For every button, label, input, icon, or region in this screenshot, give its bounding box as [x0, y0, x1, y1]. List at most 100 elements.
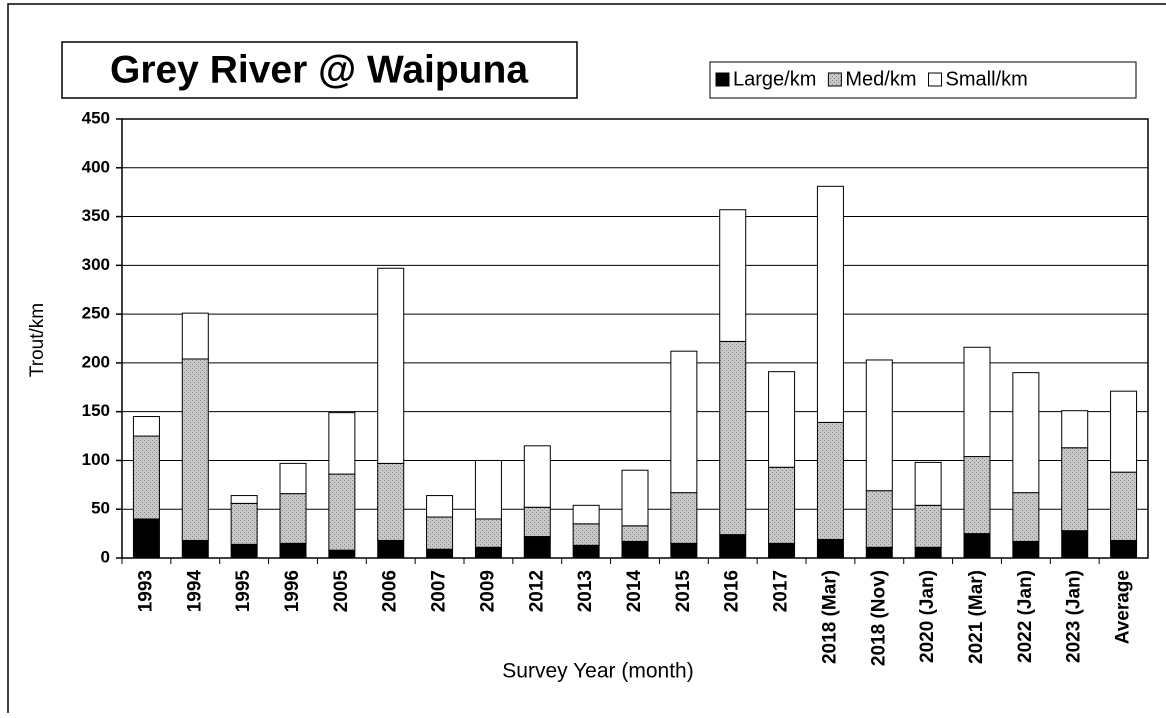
- x-tick-label: 2018 (Nov): [868, 570, 889, 666]
- y-tick-label: 450: [82, 108, 110, 127]
- y-tick-label: 250: [82, 304, 110, 323]
- bar-segment: [426, 548, 454, 559]
- x-tick-label: 2006: [380, 570, 401, 612]
- bar-segment: [279, 542, 307, 559]
- legend: [709, 61, 1137, 99]
- x-tick-label: 2023 (Jan): [1064, 570, 1085, 663]
- bar-segment: [768, 466, 796, 544]
- legend-label: Large/km: [733, 68, 816, 90]
- bar-segment: [914, 504, 942, 548]
- bar-segment: [572, 544, 600, 559]
- bar-segment: [523, 536, 551, 559]
- bar-segment: [963, 533, 991, 559]
- bar-segment: [1110, 390, 1138, 473]
- x-tick-label: 2013: [575, 570, 596, 612]
- y-tick-label: 100: [82, 450, 110, 469]
- bar-segment: [328, 549, 356, 559]
- y-tick-label: 200: [82, 352, 110, 371]
- x-tick-label: 1995: [233, 570, 254, 613]
- x-tick-label: 2021 (Mar): [966, 570, 987, 664]
- legend-swatch: [827, 72, 842, 87]
- bar-segment: [719, 209, 747, 342]
- bar-segment: [181, 312, 209, 360]
- bar-segment: [230, 502, 258, 545]
- bar-segment: [230, 495, 258, 504]
- x-tick-label: 1994: [184, 570, 205, 613]
- bar-segment: [279, 462, 307, 495]
- bar-segment: [474, 546, 502, 559]
- bar-segment: [426, 495, 454, 518]
- bar-segment: [132, 435, 160, 520]
- y-tick-label: 300: [82, 255, 110, 274]
- bar-segment: [523, 506, 551, 538]
- x-tick-label: 2020 (Jan): [917, 570, 938, 663]
- y-axis-label: Trout/km: [27, 303, 48, 377]
- bar-segment: [426, 516, 454, 550]
- bar-segment: [719, 534, 747, 559]
- bar-segment: [914, 461, 942, 506]
- bar-segment: [670, 350, 698, 494]
- bar-segment: [865, 546, 893, 559]
- x-axis-label: Survey Year (month): [502, 660, 693, 683]
- x-tick-label: 2015: [673, 570, 694, 613]
- legend-label: Small/km: [946, 68, 1028, 90]
- bar-segment: [670, 542, 698, 559]
- title-box: [61, 41, 578, 99]
- bar-segment: [328, 473, 356, 551]
- bar-segment: [621, 525, 649, 542]
- bar-segment: [328, 412, 356, 475]
- bar-segment: [1012, 372, 1040, 494]
- bar-segment: [816, 421, 844, 540]
- x-tick-label: 2007: [429, 570, 450, 612]
- bar-segment: [181, 358, 209, 541]
- y-tick-label: 350: [82, 206, 110, 225]
- bar-segment: [279, 493, 307, 544]
- x-tick-label: 1993: [135, 570, 156, 612]
- x-tick-label: 2005: [331, 570, 352, 613]
- bar-segment: [377, 539, 405, 559]
- y-tick-label: 400: [82, 157, 110, 176]
- bar-segment: [1110, 471, 1138, 541]
- y-tick-label: 0: [101, 547, 110, 566]
- y-tick-label: 50: [91, 499, 110, 518]
- bar-segment: [1012, 492, 1040, 542]
- bar-segment: [132, 518, 160, 559]
- y-tick-label: 150: [82, 401, 110, 420]
- bar-segment: [1061, 447, 1089, 532]
- bar-segment: [963, 346, 991, 458]
- bar-segment: [230, 543, 258, 559]
- legend-swatch: [715, 72, 730, 87]
- bar-segment: [768, 542, 796, 559]
- x-tick-label: 1996: [282, 570, 303, 612]
- bar-segment: [914, 546, 942, 559]
- bar-segment: [572, 523, 600, 546]
- bar-segment: [523, 445, 551, 508]
- bar-segment: [963, 456, 991, 535]
- x-tick-label: 2016: [722, 570, 743, 612]
- x-tick-label: 2009: [477, 570, 498, 612]
- bar-segment: [1061, 410, 1089, 449]
- bar-segment: [816, 538, 844, 559]
- bar-segment: [719, 340, 747, 536]
- bar-segment: [377, 462, 405, 541]
- bar-segment: [1110, 539, 1138, 559]
- bar-segment: [181, 539, 209, 559]
- bar-segment: [768, 371, 796, 468]
- bar-segment: [474, 459, 502, 520]
- bar-segment: [474, 518, 502, 548]
- bar-segment: [865, 359, 893, 492]
- legend-label: Med/km: [845, 68, 916, 90]
- bar-segment: [1012, 540, 1040, 559]
- bar-segment: [621, 469, 649, 527]
- bar-segment: [1061, 530, 1089, 559]
- bar-segment: [670, 492, 698, 544]
- bar-segment: [377, 267, 405, 464]
- bar-segment: [132, 416, 160, 437]
- x-tick-label: Average: [1113, 570, 1134, 644]
- legend-swatch: [928, 72, 942, 87]
- bar-segment: [816, 185, 844, 423]
- chart-title: Grey River @ Waipuna: [110, 48, 528, 91]
- x-tick-label: 2022 (Jan): [1015, 570, 1036, 663]
- bar-segment: [621, 540, 649, 559]
